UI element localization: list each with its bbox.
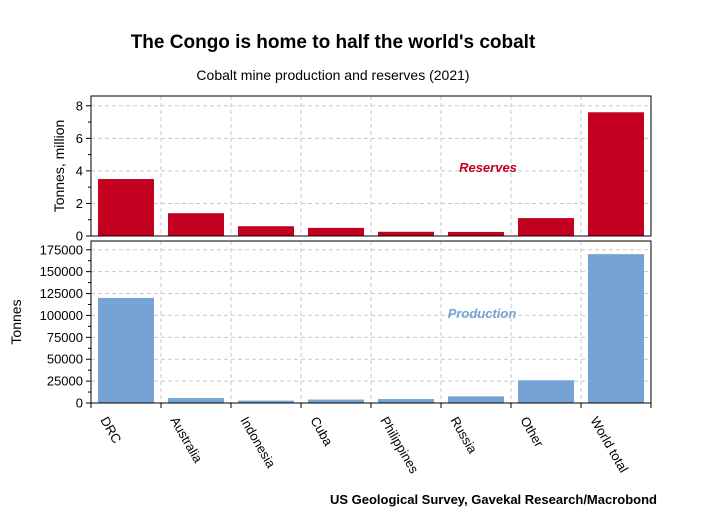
reserves-bar-cuba [308,227,364,236]
x-tick-label-world-total: World total [587,414,631,475]
reserves-y-tick-label: 8 [76,98,83,113]
production-bar-world-total [588,254,644,403]
x-tick-label-indonesia: Indonesia [237,414,279,471]
production-y-tick-label: 50000 [47,352,83,367]
production-y-tick-label: 100000 [40,308,83,323]
reserves-bar-other [518,218,574,236]
source-note: US Geological Survey, Gavekal Research/M… [330,492,657,507]
reserves-y-axis-label: Tonnes, million [51,120,67,213]
production-bar-australia [168,398,224,403]
x-axis: DRC Australia Indonesia Cuba Philippines Russ… [90,403,652,476]
reserves-y-tick-label: 4 [76,163,83,178]
reserves-y-tick-label: 0 [76,229,83,244]
production-bar-drc [98,297,154,403]
x-tick-label-philippines: Philippines [377,414,422,476]
production-y-tick-label: 125000 [40,286,83,301]
x-tick-label-australia: Australia [167,414,206,466]
reserves-bar-australia [168,213,224,236]
production-bar-cuba [308,399,364,403]
reserves-bar-philippines [378,231,434,236]
production-bar-russia [448,396,504,403]
production-y-tick-label: 25000 [47,374,83,389]
reserves-panel: 0 2 4 6 8 [76,95,652,244]
production-y-tick-label: 0 [76,396,83,411]
reserves-y-tick-label: 6 [76,131,83,146]
production-y-tick-label: 150000 [40,264,83,279]
reserves-plot-frame [90,95,652,237]
production-y-tick-label: 175000 [40,242,83,257]
production-bar-indonesia [238,400,294,403]
production-y-tick-label: 75000 [47,330,83,345]
production-series-label: Production [448,306,517,321]
x-tick-label-drc: DRC [97,414,124,446]
production-y-axis-label: Tonnes [8,299,24,344]
reserves-bar-drc [98,179,154,236]
x-tick-label-other: Other [517,414,547,450]
chart-subtitle: Cobalt mine production and reserves (202… [196,67,469,83]
x-tick-label-cuba: Cuba [307,414,336,449]
chart-title: The Congo is home to half the world's co… [131,32,536,53]
reserves-bar-indonesia [238,226,294,236]
x-tick-label-russia: Russia [447,414,480,457]
reserves-series-label: Reserves [459,160,517,175]
reserves-y-tick-label: 2 [76,196,83,211]
production-bar-philippines [378,399,434,403]
reserves-bar-world-total [588,112,644,236]
production-bar-other [518,380,574,403]
production-panel: 0 25000 50000 75000 100000 125000 150000 175000 [40,240,652,411]
reserves-bar-russia [448,231,504,236]
